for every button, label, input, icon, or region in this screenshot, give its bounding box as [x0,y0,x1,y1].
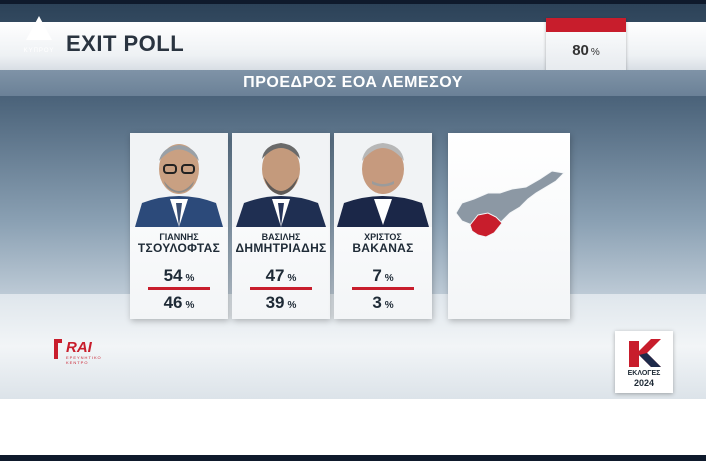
bottom-frame-bar [0,455,706,461]
page-title: EXIT POLL [66,31,185,56]
range-divider-2 [250,287,312,290]
candidate-last-name-2: ΔΗΜΗΤΡΙΑΔΗΣ [235,241,327,255]
elections-year: 2024 [633,378,655,388]
elections-label: ΕΚΛΟΓΕΣ [627,370,661,377]
counted-percentage-box: 80% [546,18,626,72]
candidate-card-3: ΧΡΙΣΤΟΣ ΒΑΚΑΝΑΣ 7% 3% [334,133,432,319]
candidate-pct-high-3: 3% [372,293,394,312]
logo-label: ΚΥΠΡΟΥ [23,48,55,54]
candidate-card-1: ΓΙΑΝΝΗΣ ΤΣΟΥΛΟΦΤΑΣ 54% 46% [130,133,228,319]
race-subtitle: ΠΡΟΕΔΡΟΣ ΕΟΑ ΛΕΜΕΣΟΥ [243,74,463,91]
district-map-card [448,133,570,319]
candidate-photo-3 [334,133,432,227]
elections-badge: ΕΚΛΟΓΕΣ 2024 [615,331,673,393]
candidate-last-name-3: ΒΑΚΑΝΑΣ [352,241,414,255]
counted-unit: % [590,47,600,58]
percentage-accent-bar [546,18,626,32]
candidate-photo-2 [232,133,330,227]
counted-percentage: 80% [546,42,626,59]
candidate-pct-low-3: 7% [372,266,394,285]
subtitle-band: ΠΡΟΕΔΡΟΣ ΕΟΑ ΛΕΜΕΣΟΥ [0,70,706,96]
candidate-first-name-1: ΓΙΑΝΝΗΣ [159,232,199,242]
cyprus-map [455,170,566,238]
logo-triangle-icon [26,16,52,40]
candidate-name-3: ΧΡΙΣΤΟΣ ΒΑΚΑΝΑΣ [334,232,432,255]
counted-value: 80 [572,42,589,59]
channel-logo: ΚΥΠΡΟΥ [22,16,56,58]
sponsor-tagline: ΕΡΕΥΝΗΤΙΚΟ ΚΕΝΤΡΟ [66,355,102,365]
range-divider-1 [148,287,210,290]
candidate-name-1: ΓΙΑΝΝΗΣ ΤΣΟΥΛΟΦΤΑΣ [130,232,228,255]
candidate-first-name-2: ΒΑΣΙΛΗΣ [261,232,301,242]
candidate-pct-high-1: 46% [163,293,195,312]
sponsor-name: RAI [66,339,92,356]
candidate-pct-low-2: 47% [265,266,297,285]
candidate-card-2: ΒΑΣΙΛΗΣ ΔΗΜΗΤΡΙΑΔΗΣ 47% 39% [232,133,330,319]
top-frame-bar [0,0,706,4]
map-highlight-region [469,212,503,238]
sponsor-logo: RAI ΕΡΕΥΝΗΤΙΚΟ ΚΕΝΤΡΟ [52,337,124,365]
range-divider-3 [352,287,414,290]
candidate-photo-1 [130,133,228,227]
candidate-pct-low-1: 54% [163,266,195,285]
map-base-region [455,170,566,230]
candidate-last-name-1: ΤΣΟΥΛΟΦΤΑΣ [137,241,221,255]
candidate-name-2: ΒΑΣΙΛΗΣ ΔΗΜΗΤΡΙΑΔΗΣ [232,232,330,255]
candidate-pct-high-2: 39% [265,293,297,312]
elections-k-icon [629,339,661,367]
candidate-first-name-3: ΧΡΙΣΤΟΣ [364,232,402,242]
